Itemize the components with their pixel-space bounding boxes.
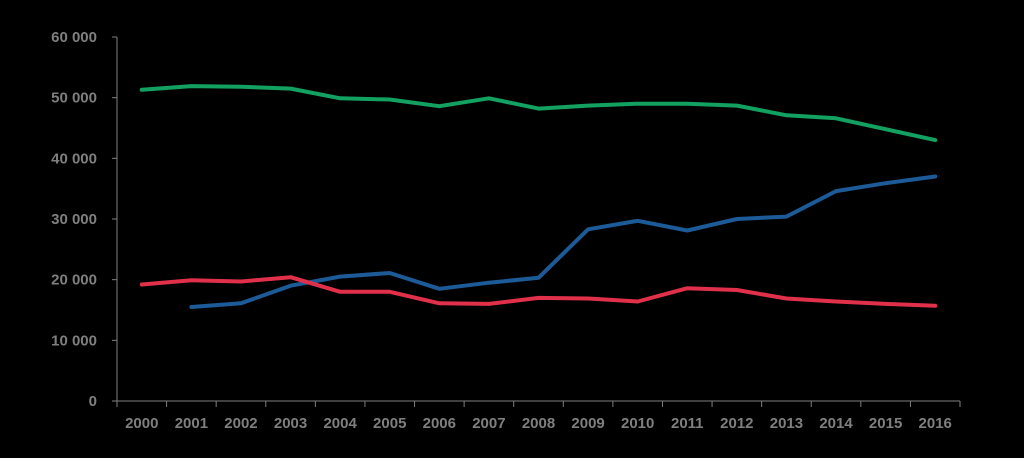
x-tick-label: 2009: [571, 415, 604, 432]
y-tick-label: 60 000: [51, 29, 97, 46]
x-tick-label: 2004: [323, 415, 357, 432]
x-tick-label: 2008: [522, 415, 555, 432]
y-tick-label: 0: [89, 393, 97, 410]
y-tick-label: 30 000: [51, 211, 97, 228]
x-tick-label: 2003: [274, 415, 307, 432]
x-tick-label: 2013: [770, 415, 803, 432]
y-axis-ticks: 0 10 000 20 000 30 000 40 000 50 000 60 000: [51, 29, 117, 410]
x-axis-ticks: 2000 2001 2002 2003 2004 2005 2006 2007 2008 2009…: [116, 401, 961, 432]
y-tick-label: 20 000: [51, 272, 97, 289]
series-group: [139, 84, 938, 309]
x-tick-label: 2007: [472, 415, 505, 432]
x-tick-label: 2010: [621, 415, 654, 432]
x-tick-label: 2000: [125, 415, 158, 432]
y-tick-label: 40 000: [51, 150, 97, 167]
x-tick-label: 2001: [175, 415, 208, 432]
y-tick-label: 50 000: [51, 90, 97, 107]
x-tick-label: 2016: [919, 415, 952, 432]
x-tick-label: 2005: [373, 415, 406, 432]
series-line-1: [139, 84, 938, 143]
x-tick-label: 2015: [869, 415, 902, 432]
y-tick-label: 10 000: [51, 332, 97, 349]
x-tick-label: 2012: [720, 415, 753, 432]
x-tick-label: 2006: [423, 415, 456, 432]
series-line-3: [139, 275, 938, 308]
x-tick-label: 2011: [671, 415, 704, 432]
x-tick-label: 2014: [819, 415, 853, 432]
series-line-2: [189, 174, 938, 309]
x-tick-label: 2002: [224, 415, 257, 432]
